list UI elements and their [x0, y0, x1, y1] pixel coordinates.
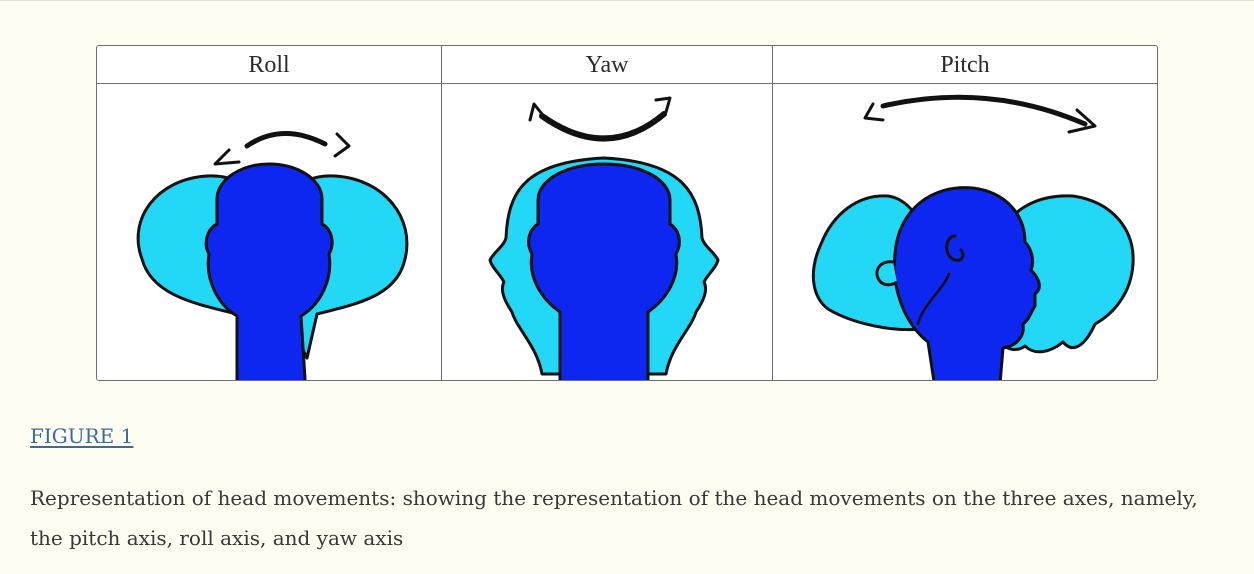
- panel-roll: Roll: [97, 46, 441, 380]
- top-rule: [0, 0, 1254, 1]
- roll-illustration: [136, 131, 409, 380]
- yaw-arrow-icon: [528, 96, 672, 142]
- panel-label-yaw: Yaw: [442, 46, 772, 84]
- roll-head-upright-icon: [204, 162, 334, 380]
- pitch-arrow-icon: [863, 94, 1097, 134]
- yaw-head-front-icon: [527, 162, 681, 380]
- figure-caption: Representation of head movements: showin…: [30, 486, 1198, 550]
- panel-label-pitch: Pitch: [773, 46, 1157, 84]
- figure-link[interactable]: FIGURE 1: [30, 424, 134, 448]
- roll-arrow-icon: [213, 131, 351, 166]
- yaw-illustration: [488, 96, 720, 380]
- pitch-illustration: [811, 94, 1135, 380]
- panel-label-roll: Roll: [97, 46, 441, 84]
- pitch-back-ear-icon: [875, 260, 898, 287]
- figure-image: Roll Yaw: [96, 45, 1158, 381]
- panel-pitch: Pitch: [772, 46, 1157, 380]
- pitch-head-upright-profile-icon: [892, 186, 1041, 380]
- panel-yaw: Yaw: [441, 46, 772, 380]
